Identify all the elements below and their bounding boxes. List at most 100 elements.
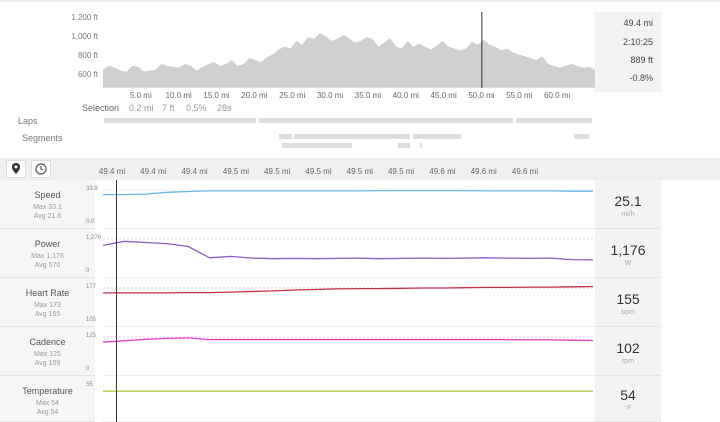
metric-axis-top: 33.9 (86, 186, 98, 192)
metric-value-panel: 1,176 W (595, 229, 661, 278)
detail-x-tick: 49.4 mi (140, 167, 167, 176)
metric-avg: Avg 21.6 (33, 213, 62, 220)
elevation-x-tick: 60.0 mi (544, 91, 571, 100)
elevation-y-tick: 600 ft (77, 70, 98, 80)
top-border (0, 0, 720, 2)
metric-value-panel: 25.1 mi/h (595, 180, 661, 229)
map-pin-icon (12, 163, 20, 174)
elevation-x-tick: 10.0 mi (165, 91, 192, 100)
metric-axis-bottom: 105 (86, 317, 97, 323)
metric-label-power: Power Max 1,176 Avg 570 (0, 229, 95, 278)
metric-value-panel: 102 rpm (595, 327, 661, 376)
stat-elevation: 889 ft (630, 55, 653, 65)
metric-label-cadence: Cadence Max 125 Avg 109 (0, 327, 95, 376)
metric-current-value: 25.1 (614, 193, 642, 209)
metric-avg: Avg 165 (34, 311, 61, 318)
elevation-x-tick: 55.0 mi (506, 91, 533, 100)
metric-axis-top: 177 (86, 284, 97, 290)
metric-avg: Avg 570 (34, 262, 61, 269)
segment-bar[interactable] (398, 143, 410, 148)
stat-grade: -0.8% (629, 73, 653, 83)
detail-toolbar (0, 158, 720, 180)
metric-max: Max 125 (34, 351, 61, 358)
clock-icon (35, 163, 47, 175)
selection-distance: 0.2 mi (129, 103, 154, 113)
segment-bar[interactable] (294, 134, 410, 139)
cursor-line (116, 180, 117, 422)
metric-avg: Avg 109 (34, 360, 61, 367)
detail-x-tick: 49.6 mi (511, 167, 539, 176)
elevation-x-tick: 5.0 mi (129, 91, 152, 100)
elevation-x-tick: 45.0 mi (430, 91, 457, 100)
metric-axis-top: 1,276 (86, 235, 102, 241)
lap-bar[interactable] (259, 118, 513, 123)
metric-max: Max 1,176 (31, 253, 64, 260)
elevation-stats-panel: 49.4 mi 2:10:25 889 ft -0.8% (595, 12, 661, 92)
detail-x-tick: 49.6 mi (429, 167, 456, 176)
metric-axis-top: 125 (86, 333, 97, 339)
metric-label-heart-rate: Heart Rate Max 173 Avg 165 (0, 278, 95, 327)
metric-avg: Avg 54 (36, 409, 59, 416)
metric-name: Speed (34, 190, 61, 200)
metric-axis-bottom: 0 (86, 366, 90, 372)
elevation-y-tick: 1,000 ft (71, 32, 98, 41)
metric-value-panel: 155 bpm (595, 278, 661, 327)
metric-name: Power (34, 239, 61, 249)
lap-bar[interactable] (104, 118, 256, 123)
metric-label-temperature: Temperature Max 54 Avg 54 (0, 376, 95, 422)
metric-name: Temperature (22, 386, 73, 396)
metric-max: Max 173 (34, 302, 61, 309)
metric-series-speed (103, 189, 593, 196)
lap-bar[interactable] (516, 118, 592, 123)
segment-bar[interactable] (574, 134, 589, 139)
detail-x-tick: 49.5 mi (222, 167, 250, 176)
elevation-x-tick: 50.0 mi (468, 91, 495, 100)
segment-bar[interactable] (420, 143, 422, 148)
segment-bar[interactable] (282, 143, 352, 148)
detail-x-tick: 49.6 mi (470, 167, 497, 176)
detail-charts[interactable] (95, 180, 595, 422)
metric-max: Max 54 (36, 400, 59, 407)
metric-name: Cadence (29, 337, 66, 347)
detail-x-tick: 49.4 mi (98, 167, 126, 176)
location-mode-button[interactable] (6, 160, 26, 178)
detail-x-tick: 49.5 mi (346, 167, 373, 176)
metric-label-speed: Speed Max 33.1 Avg 21.6 (0, 180, 95, 229)
metric-series-cadence (102, 337, 594, 343)
metric-current-value: 1,176 (610, 242, 646, 258)
selection-elevation: 7 ft (162, 103, 175, 113)
detail-x-tick: 49.5 mi (305, 167, 332, 176)
metric-current-value: 54 (620, 387, 636, 403)
stat-time: 2:10:25 (622, 37, 653, 47)
elevation-x-tick: 40.0 mi (392, 91, 419, 100)
segments-label: Segments (22, 133, 63, 143)
metric-unit: °F (624, 405, 632, 412)
metric-unit: bpm (621, 309, 635, 316)
metric-unit: mi/h (621, 211, 635, 218)
detail-x-tick: 49.5 mi (387, 167, 415, 176)
detail-x-tick: 49.4 mi (181, 167, 208, 176)
segment-bar[interactable] (279, 134, 292, 139)
elevation-x-tick: 20.0 mi (241, 91, 268, 100)
elevation-y-tick: 800 ft (77, 51, 98, 61)
elevation-y-tick: 1,200 ft (71, 12, 98, 22)
elevation-x-tick: 30.0 mi (316, 91, 344, 100)
selection-time: 28s (217, 103, 232, 113)
metric-current-value: 102 (616, 340, 640, 356)
elevation-chart[interactable] (103, 12, 595, 88)
selection-grade: 0.5% (186, 103, 207, 113)
elevation-x-tick: 35.0 mi (354, 91, 382, 100)
metric-series-heart-rate (103, 285, 594, 294)
laps-label: Laps (18, 116, 38, 126)
elevation-x-tick: 25.0 mi (279, 91, 306, 100)
metric-axis-bottom: 0 (86, 268, 90, 274)
elevation-area (103, 33, 595, 88)
metric-name: Heart Rate (25, 288, 70, 298)
metric-axis-top: 55 (86, 382, 93, 388)
detail-x-tick: 49.5 mi (264, 167, 291, 176)
metric-max: Max 33.1 (33, 204, 62, 211)
metric-series-power (102, 240, 594, 261)
time-mode-button[interactable] (31, 160, 51, 178)
metric-unit: rpm (621, 358, 635, 365)
segment-bar[interactable] (413, 134, 461, 139)
